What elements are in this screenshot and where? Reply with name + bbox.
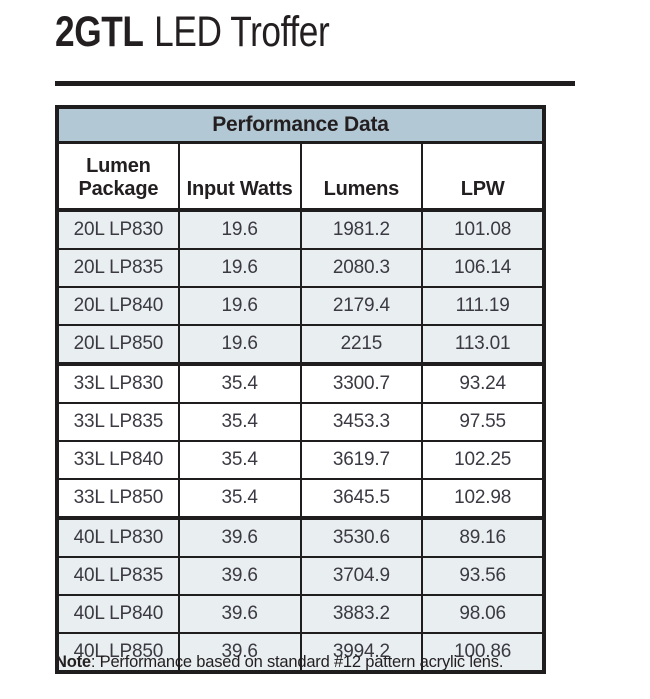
table-row: 20L LP835 19.6 2080.3 106.14: [55, 248, 546, 288]
cell-lumen-package: 20L LP835: [55, 248, 180, 288]
cell-lumen-package: 33L LP850: [55, 478, 180, 520]
model-name: 2GTL: [55, 8, 144, 56]
table-column-header-row: Lumen Package Input Watts Lumens LPW: [55, 141, 546, 212]
cell-input-watts: 39.6: [177, 594, 302, 634]
column-header-lumens: Lumens: [299, 141, 424, 212]
table-row: 40L LP850 39.6 3994.2 100.86: [55, 632, 546, 674]
cell-lumens: 2080.3: [299, 248, 424, 288]
table-row: 33L LP830 35.4 3300.7 93.24: [55, 363, 546, 404]
cell-lpw: 106.14: [421, 248, 546, 288]
cell-lumen-package: 40L LP835: [55, 556, 180, 596]
column-header-input-watts: Input Watts: [177, 141, 302, 212]
table-row: 40L LP835 39.6 3704.9 93.56: [55, 556, 546, 596]
table-row: 33L LP850 35.4 3645.5 102.98: [55, 478, 546, 520]
page-title: 2GTL LED Troffer: [55, 8, 389, 57]
product-name: LED Troffer: [154, 8, 330, 56]
cell-lumen-package: 40L LP850: [55, 632, 180, 674]
cell-lumen-package: 20L LP830: [55, 209, 180, 250]
column-header-lumen-package: Lumen Package: [55, 141, 180, 212]
performance-table: Performance Data Lumen Package Input Wat…: [55, 105, 546, 674]
cell-lumens: 3453.3: [299, 402, 424, 442]
cell-lpw: 113.01: [421, 324, 546, 366]
cell-lpw: 111.19: [421, 286, 546, 326]
performance-table-body: 20L LP830 19.6 1981.2 101.08 20L LP835 1…: [55, 209, 546, 674]
table-row: 33L LP835 35.4 3453.3 97.55: [55, 402, 546, 442]
cell-lumens: 3883.2: [299, 594, 424, 634]
cell-lumen-package: 33L LP835: [55, 402, 180, 442]
cell-input-watts: 35.4: [177, 440, 302, 480]
cell-input-watts: 39.6: [177, 556, 302, 596]
cell-input-watts: 19.6: [177, 324, 302, 366]
cell-lumens: 1981.2: [299, 209, 424, 250]
cell-input-watts: 35.4: [177, 363, 302, 404]
cell-lumen-package: 33L LP840: [55, 440, 180, 480]
footnote: Note: Performance based on standard #12 …: [55, 653, 503, 672]
cell-input-watts: 19.6: [177, 248, 302, 288]
table-row: 40L LP830 39.6 3530.6 89.16: [55, 517, 546, 558]
cell-lumens: 2179.4: [299, 286, 424, 326]
cell-lpw: 93.24: [421, 363, 546, 404]
cell-input-watts: 19.6: [177, 286, 302, 326]
table-title: Performance Data: [55, 105, 546, 144]
table-title-row: Performance Data: [55, 105, 546, 144]
cell-lumens: 3704.9: [299, 556, 424, 596]
cell-lumens: 3300.7: [299, 363, 424, 404]
cell-lumen-package: 20L LP850: [55, 324, 180, 366]
cell-lpw: 102.25: [421, 440, 546, 480]
cell-input-watts: 19.6: [177, 209, 302, 250]
cell-lumens: 3994.2: [299, 632, 424, 674]
title-divider-rule: [55, 81, 575, 86]
cell-lumen-package: 33L LP830: [55, 363, 180, 404]
cell-lpw: 100.86: [421, 632, 546, 674]
cell-lumen-package: 20L LP840: [55, 286, 180, 326]
cell-lumens: 3530.6: [299, 517, 424, 558]
cell-lumens: 3619.7: [299, 440, 424, 480]
cell-input-watts: 39.6: [177, 632, 302, 674]
column-header-lpw: LPW: [421, 141, 546, 212]
table-row: 33L LP840 35.4 3619.7 102.25: [55, 440, 546, 480]
cell-input-watts: 39.6: [177, 517, 302, 558]
footnote-text: : Performance based on standard #12 patt…: [90, 653, 504, 671]
cell-lpw: 98.06: [421, 594, 546, 634]
cell-lpw: 102.98: [421, 478, 546, 520]
table-row: 40L LP840 39.6 3883.2 98.06: [55, 594, 546, 634]
cell-lumens: 2215: [299, 324, 424, 366]
cell-lumens: 3645.5: [299, 478, 424, 520]
cell-lpw: 89.16: [421, 517, 546, 558]
cell-lpw: 101.08: [421, 209, 546, 250]
cell-input-watts: 35.4: [177, 402, 302, 442]
footnote-label: Note: [55, 653, 91, 671]
cell-lumen-package: 40L LP840: [55, 594, 180, 634]
table-row: 20L LP830 19.6 1981.2 101.08: [55, 209, 546, 250]
cell-lumen-package: 40L LP830: [55, 517, 180, 558]
table-row: 20L LP840 19.6 2179.4 111.19: [55, 286, 546, 326]
table-row: 20L LP850 19.6 2215 113.01: [55, 324, 546, 366]
cell-lpw: 93.56: [421, 556, 546, 596]
cell-lpw: 97.55: [421, 402, 546, 442]
cell-input-watts: 35.4: [177, 478, 302, 520]
